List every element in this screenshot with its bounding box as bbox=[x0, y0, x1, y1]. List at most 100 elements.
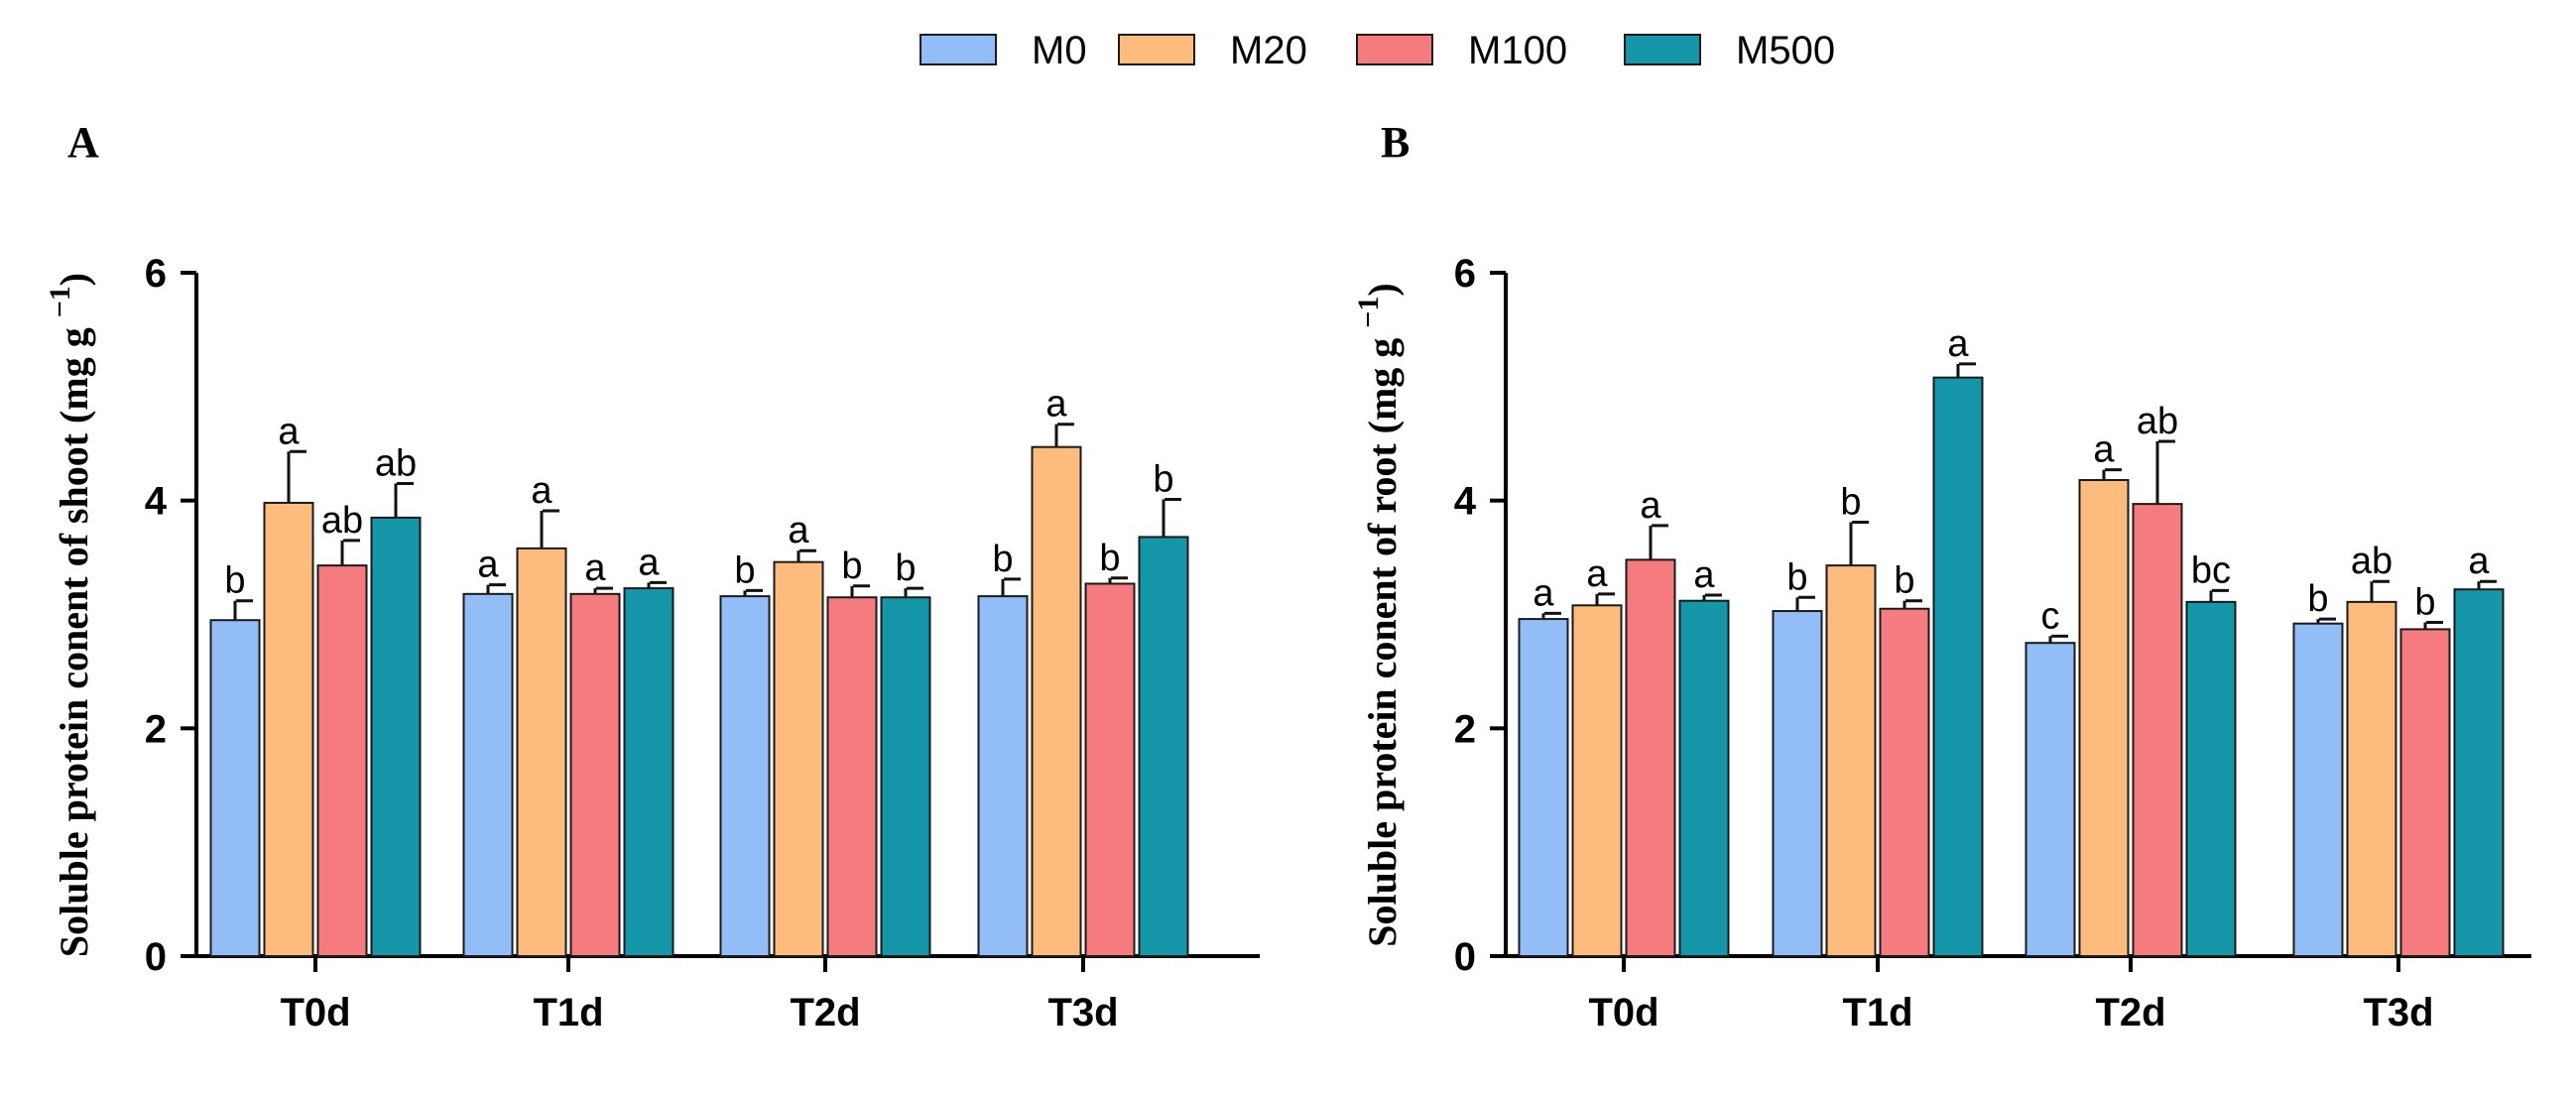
y-tick-label-a-6: 6 bbox=[145, 252, 167, 296]
significance-label-a-t2d-m0: b bbox=[734, 549, 755, 591]
y-tick-label-b-4: 4 bbox=[1454, 480, 1477, 524]
x-tick-label-a-t0d: T0d bbox=[280, 991, 350, 1034]
bar-b-t2d-m0 bbox=[2024, 642, 2076, 957]
legend-label-m0: M0 bbox=[1032, 29, 1087, 72]
bar-a-t3d-m500 bbox=[1138, 536, 1189, 957]
bar-b-t0d-m20 bbox=[1571, 604, 1623, 958]
significance-label-a-t3d-m20: a bbox=[1045, 384, 1067, 426]
bar-b-t1d-m500 bbox=[1932, 376, 1984, 957]
legend-label-m100: M100 bbox=[1468, 29, 1567, 72]
bar-b-t3d-m0 bbox=[2292, 622, 2344, 957]
panel-letter-a: A bbox=[67, 118, 99, 167]
y-tick-label-a-4: 4 bbox=[145, 480, 168, 524]
significance-label-a-t2d-m100: b bbox=[841, 546, 862, 587]
legend-swatch-m500 bbox=[1624, 34, 1701, 65]
significance-label-b-t1d-m20: b bbox=[1840, 481, 1861, 523]
y-tick-label-b-0: 0 bbox=[1454, 935, 1476, 979]
significance-label-a-t1d-m20: a bbox=[531, 470, 552, 512]
bar-b-t0d-m0 bbox=[1518, 618, 1569, 957]
significance-label-a-t0d-m0: b bbox=[224, 560, 245, 602]
significance-label-a-t3d-m100: b bbox=[1099, 538, 1120, 579]
bar-b-t0d-m100 bbox=[1625, 558, 1676, 957]
panel-letter-b: B bbox=[1381, 118, 1410, 167]
significance-label-b-t2d-m100: ab bbox=[2137, 401, 2178, 442]
y-axis-label-superscript: −1 bbox=[44, 286, 76, 317]
x-tick-label-b-t3d: T3d bbox=[2363, 991, 2433, 1034]
significance-label-b-t0d-m500: a bbox=[1693, 554, 1715, 596]
significance-label-a-t3d-m0: b bbox=[992, 539, 1013, 580]
x-tick-label-a-t3d: T3d bbox=[1047, 991, 1118, 1034]
y-axis-label-close: ) bbox=[1360, 283, 1405, 296]
x-tick-label-b-t0d: T0d bbox=[1588, 991, 1658, 1034]
significance-label-b-t3d-m100: b bbox=[2414, 582, 2435, 624]
bar-a-t0d-m500 bbox=[370, 516, 422, 957]
bar-b-t1d-m20 bbox=[1825, 564, 1877, 957]
bar-a-t1d-m500 bbox=[623, 587, 675, 957]
bar-a-t1d-m100 bbox=[569, 592, 621, 958]
legend: M0 M20 M100 M500 bbox=[920, 29, 1835, 72]
bar-b-t3d-m100 bbox=[2399, 628, 2451, 957]
bar-a-t1d-m20 bbox=[516, 547, 567, 957]
bar-a-t0d-m100 bbox=[316, 564, 368, 957]
bar-a-t2d-m20 bbox=[773, 560, 824, 958]
significance-label-b-t1d-m0: b bbox=[1786, 556, 1807, 598]
significance-label-a-t0d-m20: a bbox=[278, 411, 300, 452]
bar-a-t3d-m100 bbox=[1084, 582, 1136, 957]
x-tick-label-b-t1d: T1d bbox=[1842, 991, 1912, 1034]
y-axis-label-b: Soluble protein conent of root (mg g −1) bbox=[1352, 283, 1405, 947]
bar-a-t1d-m0 bbox=[462, 592, 514, 958]
significance-label-b-t0d-m20: a bbox=[1586, 553, 1608, 595]
significance-label-a-t2d-m20: a bbox=[788, 510, 809, 551]
bar-b-t2d-m20 bbox=[2078, 478, 2130, 957]
y-tick-label-a-0: 0 bbox=[145, 935, 167, 979]
legend-label-m20: M20 bbox=[1230, 29, 1307, 72]
significance-label-b-t3d-m20: ab bbox=[2351, 541, 2392, 582]
x-tick-label-b-t2d: T2d bbox=[2095, 991, 2165, 1034]
significance-label-a-t1d-m100: a bbox=[584, 548, 606, 589]
bar-a-t0d-m20 bbox=[263, 501, 314, 957]
x-tick-label-a-t2d: T2d bbox=[790, 991, 860, 1034]
significance-label-b-t1d-m500: a bbox=[1947, 323, 1969, 365]
significance-label-a-t2d-m500: b bbox=[895, 548, 916, 589]
legend-label-m500: M500 bbox=[1736, 29, 1835, 72]
significance-label-b-t2d-m500: bc bbox=[2191, 549, 2231, 591]
y-axis-label-text: Soluble protein conent of root (mg g bbox=[1360, 328, 1405, 947]
bar-b-t2d-m500 bbox=[2185, 600, 2237, 957]
panel-a: A Soluble protein conent of shoot (mg g −… bbox=[44, 118, 1260, 1034]
bar-a-t2d-m500 bbox=[880, 596, 931, 958]
y-tick-label-a-2: 2 bbox=[145, 707, 167, 751]
significance-label-b-t3d-m0: b bbox=[2307, 578, 2328, 620]
bar-a-t3d-m0 bbox=[977, 595, 1029, 957]
significance-label-a-t0d-m100: ab bbox=[321, 500, 363, 542]
y-axis-label-a: Soluble protein conent of shoot (mg g −1… bbox=[44, 273, 96, 957]
bar-b-t3d-m500 bbox=[2453, 588, 2505, 958]
y-tick-label-b-6: 6 bbox=[1454, 252, 1476, 296]
significance-label-a-t0d-m500: ab bbox=[375, 442, 417, 484]
x-tick-label-a-t1d: T1d bbox=[533, 991, 603, 1034]
bar-b-t2d-m100 bbox=[2132, 503, 2183, 957]
significance-label-b-t3d-m500: a bbox=[2468, 541, 2490, 582]
panel-b: B Soluble protein conent of root (mg g −1… bbox=[1352, 118, 2531, 1034]
y-axis-label-close: ) bbox=[52, 273, 96, 286]
significance-label-b-t0d-m0: a bbox=[1533, 572, 1554, 614]
bar-a-t3d-m20 bbox=[1031, 445, 1082, 957]
bar-b-t3d-m20 bbox=[2346, 600, 2397, 957]
y-axis-label-text: Soluble protein conent of shoot (mg g bbox=[52, 317, 96, 957]
legend-swatch-m20 bbox=[1118, 34, 1195, 65]
significance-label-b-t2d-m20: a bbox=[2093, 429, 2115, 471]
significance-label-a-t3d-m500: b bbox=[1153, 459, 1173, 501]
significance-label-a-t1d-m0: a bbox=[477, 545, 499, 586]
bar-a-t2d-m100 bbox=[826, 596, 878, 958]
bar-a-t0d-m0 bbox=[209, 619, 261, 957]
significance-label-a-t1d-m500: a bbox=[638, 542, 660, 583]
y-axis-label-superscript: −1 bbox=[1352, 297, 1385, 328]
bar-a-t2d-m0 bbox=[719, 595, 771, 957]
significance-label-b-t2d-m0: c bbox=[2041, 595, 2060, 637]
bar-b-t0d-m500 bbox=[1678, 599, 1730, 957]
significance-label-b-t0d-m100: a bbox=[1640, 485, 1661, 527]
bar-b-t1d-m100 bbox=[1879, 607, 1930, 958]
legend-swatch-m100 bbox=[1356, 34, 1433, 65]
significance-label-b-t1d-m100: b bbox=[1894, 560, 1914, 602]
legend-swatch-m0 bbox=[920, 34, 997, 65]
